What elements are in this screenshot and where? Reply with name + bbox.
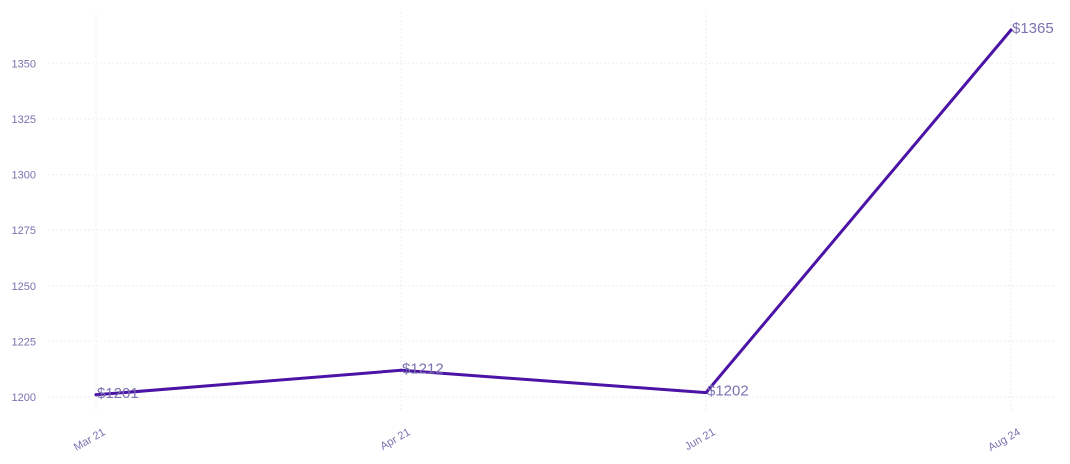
data-point xyxy=(399,368,403,372)
y-axis: 1200 1225 1250 1275 1300 1325 1350 xyxy=(12,58,36,404)
x-axis: Mar 21 Apr 21 Jun 21 Aug 24 xyxy=(72,426,1023,454)
grid xyxy=(48,12,1056,410)
x-tick-label: Jun 21 xyxy=(683,426,718,453)
data-label: $1212 xyxy=(402,360,444,377)
series xyxy=(94,28,1013,397)
x-tick-label: Apr 21 xyxy=(378,426,412,453)
y-tick-label: 1250 xyxy=(12,281,36,293)
data-label: $1201 xyxy=(97,385,139,402)
y-tick-label: 1275 xyxy=(12,225,36,237)
data-labels: $1201 $1212 $1202 $1365 xyxy=(97,20,1054,402)
data-label: $1365 xyxy=(1012,20,1054,37)
data-label: $1202 xyxy=(707,383,749,400)
x-tick-label: Aug 24 xyxy=(986,426,1022,454)
x-tick-label: Mar 21 xyxy=(72,426,108,454)
data-point xyxy=(704,391,708,395)
y-tick-label: 1350 xyxy=(12,58,36,70)
data-point xyxy=(1009,28,1013,32)
data-point xyxy=(94,393,98,397)
y-tick-label: 1325 xyxy=(12,114,36,126)
series-line xyxy=(94,28,1013,397)
y-tick-label: 1200 xyxy=(12,392,36,404)
y-tick-label: 1225 xyxy=(12,336,36,348)
y-tick-label: 1300 xyxy=(12,170,36,182)
